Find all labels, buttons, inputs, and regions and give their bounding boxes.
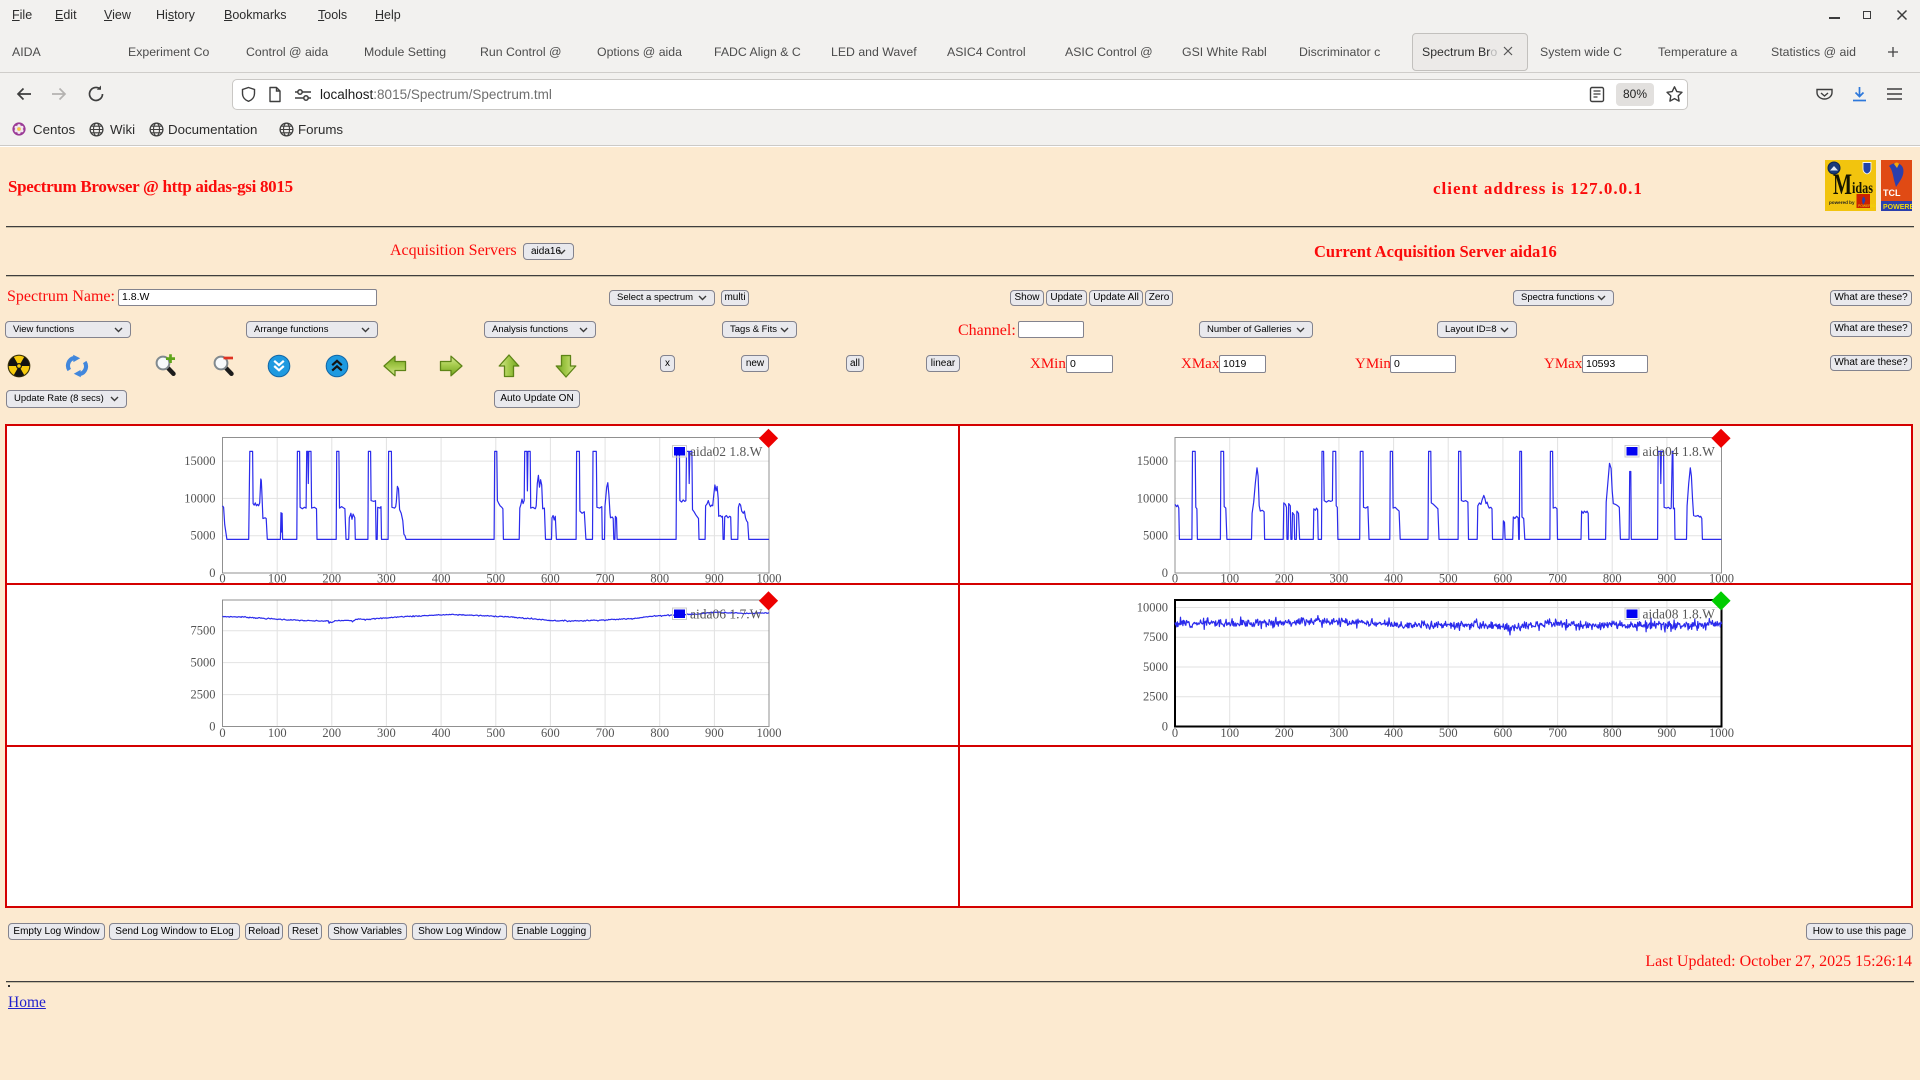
svg-text:aida08 1.8.W: aida08 1.8.W [1643, 606, 1716, 621]
svg-text:500: 500 [1439, 726, 1458, 740]
svg-text:POWERED: POWERED [1858, 204, 1876, 208]
svg-text:800: 800 [1603, 726, 1622, 740]
svg-text:100: 100 [268, 572, 287, 586]
svg-text:500: 500 [486, 572, 505, 586]
svg-text:700: 700 [1548, 726, 1567, 740]
svg-text:2500: 2500 [1143, 690, 1168, 704]
svg-text:100: 100 [1220, 726, 1239, 740]
svg-text:600: 600 [541, 572, 560, 586]
svg-text:400: 400 [1384, 572, 1403, 586]
svg-text:10000: 10000 [184, 491, 215, 505]
svg-text:800: 800 [650, 572, 669, 586]
svg-text:700: 700 [596, 726, 615, 740]
svg-text:0: 0 [1162, 720, 1168, 734]
svg-text:900: 900 [1658, 726, 1677, 740]
svg-text:15000: 15000 [184, 454, 215, 468]
svg-text:1000: 1000 [757, 726, 782, 740]
svg-text:600: 600 [1494, 726, 1513, 740]
svg-text:idas: idas [1852, 180, 1873, 197]
svg-text:1000: 1000 [757, 572, 782, 586]
svg-text:200: 200 [1275, 726, 1294, 740]
svg-text:300: 300 [1330, 572, 1349, 586]
svg-text:200: 200 [322, 726, 341, 740]
svg-text:300: 300 [377, 726, 396, 740]
svg-text:800: 800 [650, 726, 669, 740]
svg-text:0: 0 [1172, 726, 1178, 740]
svg-text:5000: 5000 [191, 656, 216, 670]
svg-text:700: 700 [1548, 572, 1567, 586]
svg-text:200: 200 [322, 572, 341, 586]
svg-text:10000: 10000 [1137, 601, 1168, 615]
svg-text:0: 0 [209, 566, 215, 580]
svg-text:POWERED: POWERED [1883, 204, 1912, 211]
svg-text:1000: 1000 [1709, 726, 1734, 740]
svg-text:600: 600 [541, 726, 560, 740]
svg-text:900: 900 [705, 572, 724, 586]
svg-text:400: 400 [1384, 726, 1403, 740]
svg-text:400: 400 [432, 726, 451, 740]
svg-text:5000: 5000 [191, 529, 216, 543]
svg-text:900: 900 [1658, 572, 1677, 586]
svg-text:800: 800 [1603, 572, 1622, 586]
svg-text:900: 900 [705, 726, 724, 740]
svg-text:1000: 1000 [1709, 572, 1734, 586]
svg-text:15000: 15000 [1137, 454, 1168, 468]
svg-text:5000: 5000 [1143, 660, 1168, 674]
svg-text:100: 100 [1220, 572, 1239, 586]
svg-text:300: 300 [377, 572, 396, 586]
svg-text:2500: 2500 [191, 688, 216, 702]
svg-text:600: 600 [1494, 572, 1513, 586]
svg-text:500: 500 [486, 726, 505, 740]
svg-text:0: 0 [219, 572, 225, 586]
svg-text:aida06 1.7.W: aida06 1.7.W [690, 606, 763, 621]
svg-text:M: M [1833, 168, 1852, 201]
svg-text:300: 300 [1330, 726, 1349, 740]
svg-text:TCL: TCL [1883, 188, 1901, 198]
svg-text:10000: 10000 [1137, 491, 1168, 505]
svg-text:powered by: powered by [1829, 200, 1855, 205]
svg-text:700: 700 [596, 572, 615, 586]
svg-text:aida04 1.8.W: aida04 1.8.W [1643, 444, 1716, 459]
svg-text:0: 0 [219, 726, 225, 740]
svg-text:0: 0 [1172, 572, 1178, 586]
svg-text:100: 100 [268, 726, 287, 740]
svg-text:0: 0 [1162, 566, 1168, 580]
svg-text:0: 0 [209, 720, 215, 734]
svg-text:200: 200 [1275, 572, 1294, 586]
svg-text:5000: 5000 [1143, 529, 1168, 543]
svg-text:7500: 7500 [191, 624, 216, 638]
svg-text:400: 400 [432, 572, 451, 586]
svg-text:7500: 7500 [1143, 630, 1168, 644]
svg-text:500: 500 [1439, 572, 1458, 586]
svg-text:aida02 1.8.W: aida02 1.8.W [690, 444, 763, 459]
